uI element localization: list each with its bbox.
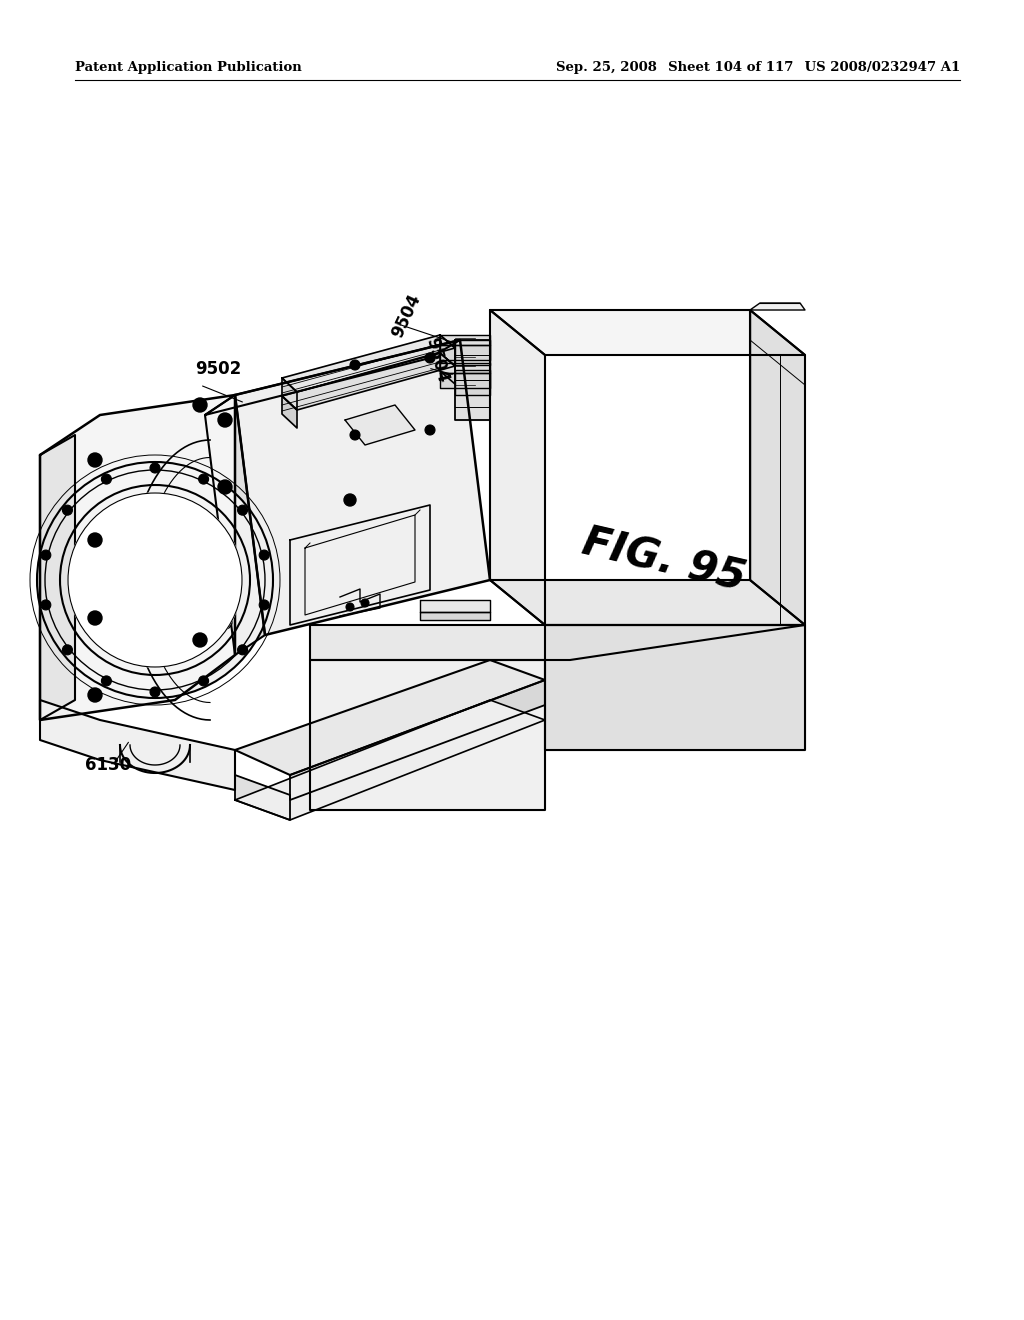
Polygon shape bbox=[440, 345, 490, 360]
Polygon shape bbox=[545, 624, 805, 750]
Polygon shape bbox=[234, 700, 545, 820]
Circle shape bbox=[425, 425, 435, 436]
Polygon shape bbox=[440, 374, 490, 388]
Text: 9504: 9504 bbox=[388, 292, 424, 341]
Circle shape bbox=[218, 548, 232, 562]
Circle shape bbox=[197, 403, 203, 408]
Polygon shape bbox=[282, 396, 297, 428]
Circle shape bbox=[92, 692, 98, 698]
Circle shape bbox=[68, 492, 242, 667]
Circle shape bbox=[193, 634, 207, 647]
Text: 6130: 6130 bbox=[85, 756, 131, 774]
Polygon shape bbox=[345, 405, 415, 445]
Circle shape bbox=[425, 352, 435, 363]
Polygon shape bbox=[234, 660, 545, 775]
Polygon shape bbox=[440, 335, 455, 366]
Circle shape bbox=[222, 552, 228, 558]
Polygon shape bbox=[455, 341, 490, 366]
Polygon shape bbox=[290, 680, 545, 800]
Text: Patent Application Publication: Patent Application Publication bbox=[75, 62, 302, 74]
Polygon shape bbox=[440, 335, 490, 345]
Circle shape bbox=[222, 619, 228, 624]
Polygon shape bbox=[282, 378, 297, 411]
Polygon shape bbox=[282, 352, 455, 411]
Circle shape bbox=[92, 537, 98, 543]
Circle shape bbox=[222, 417, 228, 422]
Text: 9502: 9502 bbox=[195, 360, 242, 378]
Circle shape bbox=[193, 399, 207, 412]
Circle shape bbox=[101, 676, 112, 686]
Polygon shape bbox=[290, 506, 430, 624]
Circle shape bbox=[218, 615, 232, 630]
Circle shape bbox=[88, 533, 102, 546]
Circle shape bbox=[88, 688, 102, 702]
Circle shape bbox=[346, 603, 354, 611]
Circle shape bbox=[238, 645, 248, 655]
Polygon shape bbox=[40, 395, 234, 719]
Polygon shape bbox=[455, 370, 490, 395]
Circle shape bbox=[92, 457, 98, 463]
Circle shape bbox=[88, 453, 102, 467]
Text: 9504: 9504 bbox=[422, 335, 452, 384]
Circle shape bbox=[348, 498, 352, 502]
Polygon shape bbox=[455, 341, 490, 420]
Polygon shape bbox=[282, 335, 455, 392]
Circle shape bbox=[259, 599, 269, 610]
Circle shape bbox=[218, 413, 232, 426]
Circle shape bbox=[37, 462, 273, 698]
Circle shape bbox=[344, 494, 356, 506]
Polygon shape bbox=[490, 310, 805, 355]
Circle shape bbox=[199, 676, 209, 686]
Circle shape bbox=[238, 506, 248, 515]
Circle shape bbox=[361, 599, 369, 607]
Text: FIG. 95: FIG. 95 bbox=[578, 521, 750, 601]
Circle shape bbox=[350, 360, 360, 370]
Polygon shape bbox=[440, 352, 455, 384]
Circle shape bbox=[350, 430, 360, 440]
Circle shape bbox=[218, 480, 232, 494]
Circle shape bbox=[259, 550, 269, 560]
Polygon shape bbox=[490, 310, 545, 624]
Circle shape bbox=[92, 615, 98, 620]
Polygon shape bbox=[750, 310, 805, 624]
Circle shape bbox=[101, 474, 112, 484]
Polygon shape bbox=[40, 700, 234, 789]
Polygon shape bbox=[310, 624, 805, 660]
Polygon shape bbox=[234, 341, 490, 635]
Polygon shape bbox=[40, 436, 75, 719]
Polygon shape bbox=[750, 304, 805, 310]
Circle shape bbox=[150, 686, 160, 697]
Circle shape bbox=[88, 611, 102, 624]
Circle shape bbox=[197, 638, 203, 643]
Circle shape bbox=[41, 599, 51, 610]
Circle shape bbox=[199, 474, 209, 484]
Polygon shape bbox=[310, 660, 545, 810]
Polygon shape bbox=[490, 579, 805, 624]
Circle shape bbox=[150, 463, 160, 473]
Polygon shape bbox=[205, 395, 265, 655]
Circle shape bbox=[222, 484, 228, 490]
Polygon shape bbox=[234, 775, 290, 820]
Circle shape bbox=[62, 645, 73, 655]
Circle shape bbox=[62, 506, 73, 515]
Polygon shape bbox=[440, 363, 490, 374]
Polygon shape bbox=[420, 612, 490, 620]
Polygon shape bbox=[420, 601, 490, 612]
Circle shape bbox=[41, 550, 51, 560]
Polygon shape bbox=[205, 341, 460, 414]
Text: Sep. 25, 2008  Sheet 104 of 117  US 2008/0232947 A1: Sep. 25, 2008 Sheet 104 of 117 US 2008/0… bbox=[556, 62, 961, 74]
